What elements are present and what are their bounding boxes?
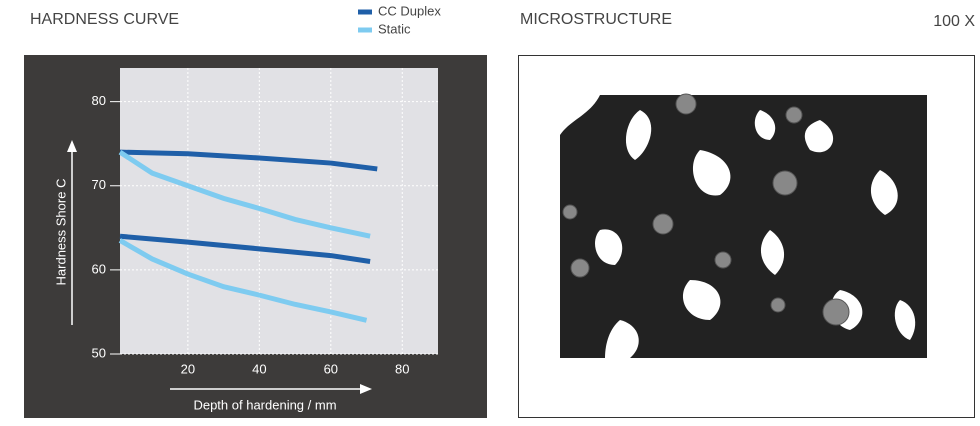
micrograph: [560, 94, 927, 358]
magnification: 100 X: [933, 13, 975, 30]
plot-area: [120, 68, 438, 354]
chart-title: HARDNESS CURVE: [30, 11, 179, 28]
y-tick-label: 70: [92, 177, 106, 192]
micro-title: MICROSTRUCTURE: [520, 11, 672, 28]
y-axis-label: Hardness Shore C: [53, 179, 68, 286]
y-tick-label: 80: [92, 93, 106, 108]
page: HARDNESS CURVE 50 60 70 80 20 40 60 80 Hardness…: [0, 0, 980, 421]
legend-label: Static: [378, 21, 411, 36]
y-tick-label: 50: [92, 345, 106, 360]
legend-label: CC Duplex: [378, 3, 441, 18]
y-tick-label: 60: [92, 261, 106, 276]
x-tick-label: 40: [252, 361, 266, 376]
x-tick-label: 20: [181, 361, 195, 376]
x-tick-label: 60: [324, 361, 338, 376]
x-axis-label: Depth of hardening / mm: [193, 397, 336, 412]
x-tick-label: 80: [395, 361, 409, 376]
